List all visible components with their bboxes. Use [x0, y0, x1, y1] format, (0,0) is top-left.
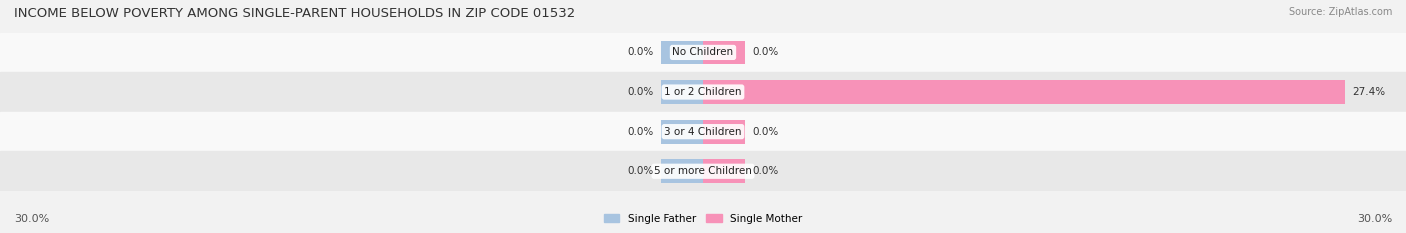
- Text: 0.0%: 0.0%: [627, 87, 654, 97]
- Bar: [0, 72, 1406, 112]
- Text: 5 or more Children: 5 or more Children: [654, 166, 752, 176]
- Text: INCOME BELOW POVERTY AMONG SINGLE-PARENT HOUSEHOLDS IN ZIP CODE 01532: INCOME BELOW POVERTY AMONG SINGLE-PARENT…: [14, 7, 575, 20]
- Bar: [703, 120, 745, 144]
- Text: 0.0%: 0.0%: [627, 127, 654, 137]
- Text: 0.0%: 0.0%: [752, 166, 779, 176]
- Text: 0.0%: 0.0%: [752, 127, 779, 137]
- Text: 30.0%: 30.0%: [14, 214, 49, 224]
- Text: 0.0%: 0.0%: [627, 166, 654, 176]
- Bar: [661, 80, 703, 104]
- Bar: [703, 80, 1346, 104]
- Bar: [0, 112, 1406, 151]
- Bar: [0, 151, 1406, 191]
- Bar: [661, 41, 703, 64]
- Text: 0.0%: 0.0%: [752, 48, 779, 57]
- Text: 3 or 4 Children: 3 or 4 Children: [664, 127, 742, 137]
- Legend: Single Father, Single Mother: Single Father, Single Mother: [599, 209, 807, 228]
- Bar: [661, 120, 703, 144]
- Text: Source: ZipAtlas.com: Source: ZipAtlas.com: [1288, 7, 1392, 17]
- Bar: [661, 159, 703, 183]
- Bar: [703, 159, 745, 183]
- Text: No Children: No Children: [672, 48, 734, 57]
- Bar: [0, 33, 1406, 72]
- Text: 27.4%: 27.4%: [1353, 87, 1385, 97]
- Text: 30.0%: 30.0%: [1357, 214, 1392, 224]
- Text: 0.0%: 0.0%: [627, 48, 654, 57]
- Text: 1 or 2 Children: 1 or 2 Children: [664, 87, 742, 97]
- Bar: [703, 41, 745, 64]
